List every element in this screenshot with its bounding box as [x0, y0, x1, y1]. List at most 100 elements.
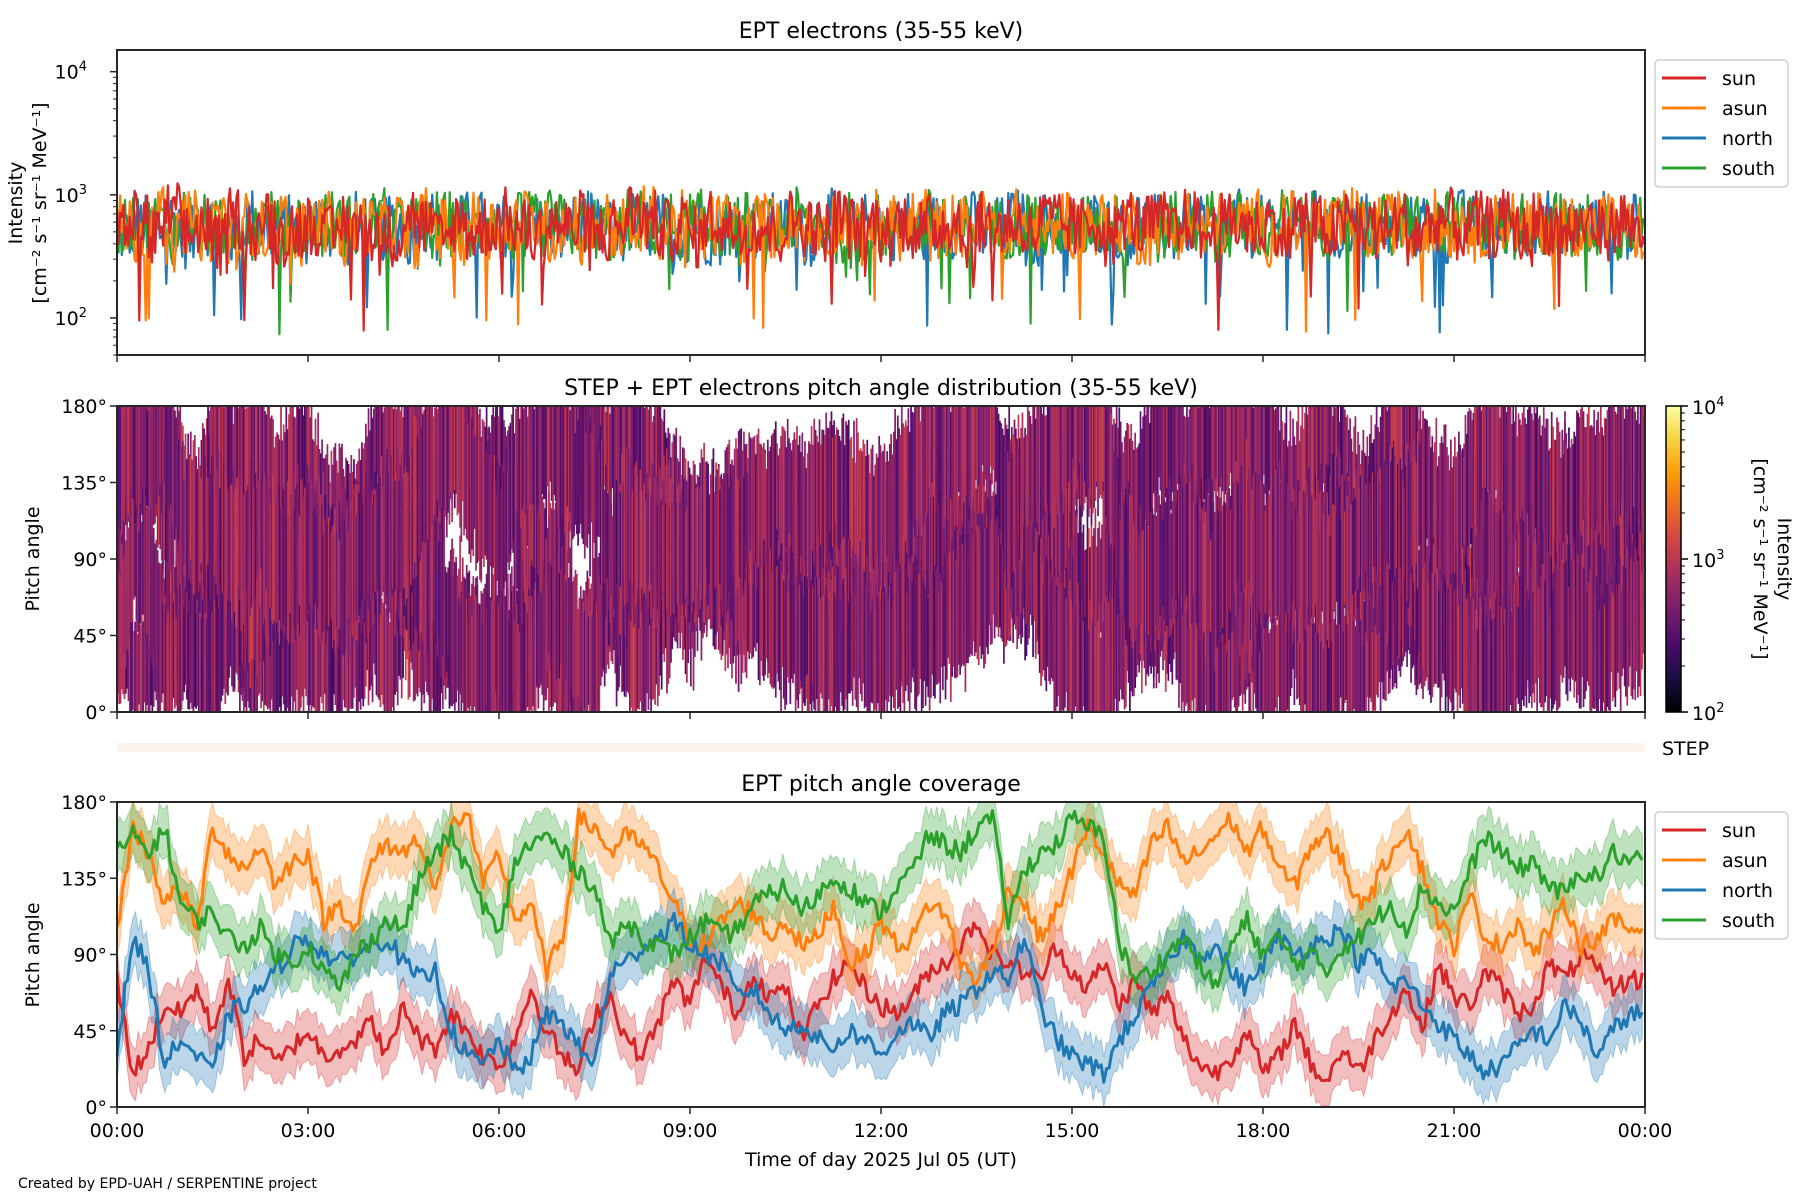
heatmap-cell	[556, 406, 558, 511]
heatmap-cell	[1327, 406, 1330, 495]
heatmap-cell	[1491, 618, 1493, 712]
heatmap-cell	[384, 608, 387, 712]
heatmap-cell	[382, 412, 385, 512]
heatmap-cell	[1485, 614, 1488, 712]
heatmap-cell	[842, 413, 845, 539]
heatmap-cell	[1114, 612, 1117, 699]
heatmap-cell	[975, 538, 977, 653]
heatmap-cell	[499, 584, 501, 696]
heatmap-cell	[224, 466, 227, 621]
heatmap-cell	[550, 406, 553, 501]
heatmap-cell	[808, 547, 810, 704]
heatmap-cell	[778, 448, 781, 555]
heatmap-cell	[1370, 443, 1373, 598]
heatmap-cell	[924, 529, 927, 624]
heatmap-cell	[1184, 475, 1187, 602]
heatmap-cell	[1033, 532, 1036, 621]
heatmap-cell	[838, 567, 841, 712]
heatmap-cell	[152, 528, 155, 655]
heatmap-cell	[277, 588, 280, 712]
heatmap-cell	[1343, 409, 1346, 520]
heatmap-cell	[902, 475, 904, 629]
heatmap-cell	[480, 591, 483, 712]
heatmap-cell	[1578, 416, 1581, 553]
heatmap-cell	[239, 571, 241, 666]
heatmap-cell	[370, 498, 373, 603]
heatmap-cell	[1349, 602, 1351, 712]
heatmap-cell	[837, 429, 839, 549]
heatmap-cell	[448, 561, 451, 709]
heatmap-cell	[1483, 462, 1485, 619]
heatmap-cell	[1057, 451, 1060, 578]
heatmap-cell	[622, 598, 625, 692]
heatmap-cell	[239, 473, 241, 599]
heatmap-cell	[418, 439, 420, 556]
heatmap-cell	[427, 406, 430, 541]
heatmap-cell	[793, 581, 796, 674]
heatmap-cell	[1065, 432, 1068, 568]
heatmap-cell	[739, 487, 741, 578]
heatmap-cell	[927, 406, 930, 518]
heatmap-cell	[1544, 462, 1546, 599]
heatmap-cell	[185, 460, 188, 568]
heatmap-cell	[768, 451, 770, 549]
heatmap-cell	[296, 510, 298, 624]
heatmap-cell	[448, 406, 451, 525]
heatmap-cell	[1123, 501, 1126, 620]
heatmap-cell	[1308, 601, 1310, 712]
heatmap-cell	[379, 406, 382, 521]
heatmap-cell	[513, 618, 516, 712]
heatmap-cell	[1056, 597, 1058, 707]
heatmap-cell	[577, 608, 579, 698]
heatmap-cell	[434, 505, 436, 636]
heatmap-cell	[212, 581, 215, 702]
heatmap-cell	[522, 408, 525, 502]
heatmap-cell	[805, 578, 808, 677]
heatmap-cell	[322, 583, 325, 712]
heatmap-cell	[853, 420, 855, 569]
heatmap-cell	[1448, 470, 1451, 575]
heatmap-cell	[761, 447, 764, 574]
heatmap-cell	[1042, 406, 1045, 518]
heatmap-cell	[869, 571, 871, 712]
heatmap-cell	[1617, 406, 1619, 509]
heatmap-cell	[1361, 468, 1363, 620]
heatmap-cell	[1239, 472, 1241, 605]
heatmap-cell	[977, 525, 980, 666]
heatmap-cell	[1585, 427, 1588, 542]
heatmap-cell	[193, 595, 196, 707]
heatmap-cell	[930, 570, 932, 698]
heatmap-cell	[1235, 461, 1237, 616]
heatmap-cell	[1280, 581, 1282, 712]
heatmap-cell	[910, 406, 912, 558]
heatmap-cell	[1525, 423, 1528, 513]
heatmap-cell	[1622, 406, 1625, 539]
heatmap-cell	[1046, 406, 1049, 504]
heatmap-cell	[1306, 414, 1309, 506]
heatmap-cell	[1167, 406, 1170, 495]
heatmap-cell	[317, 502, 320, 609]
heatmap-cell	[752, 550, 755, 657]
heatmap-cell	[906, 593, 908, 686]
heatmap-cell	[1060, 435, 1062, 579]
heatmap-cell	[235, 486, 237, 628]
heatmap-cell	[650, 567, 652, 712]
heatmap-cell	[1182, 487, 1184, 612]
heatmap-cell	[1263, 484, 1265, 626]
heatmap-cell	[1083, 550, 1086, 649]
heatmap-cell	[1465, 598, 1468, 712]
heatmap-cell	[851, 458, 854, 549]
heatmap-cell	[758, 443, 761, 544]
heatmap-cell	[1427, 426, 1430, 582]
heatmap-cell	[581, 425, 583, 539]
heatmap-cell	[359, 493, 362, 596]
heatmap-cell	[1044, 415, 1046, 511]
colorbar-tick-label: 102	[1692, 701, 1724, 725]
heatmap-cell	[306, 406, 309, 509]
heatmap-cell	[1363, 601, 1366, 712]
heatmap-cell	[548, 562, 550, 653]
heatmap-cell	[1016, 451, 1019, 552]
heatmap-cell	[732, 474, 735, 578]
heatmap-cell	[1408, 444, 1411, 605]
heatmap-cell	[1118, 407, 1121, 559]
